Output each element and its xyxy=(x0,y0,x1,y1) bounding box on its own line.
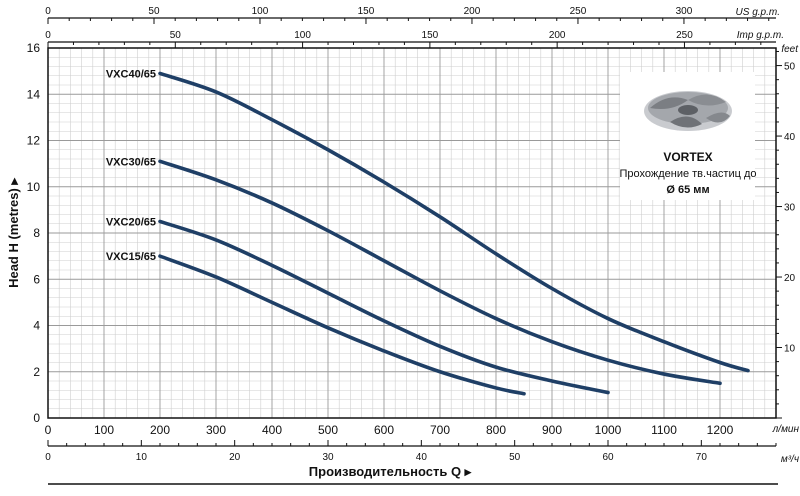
grid xyxy=(47,47,776,419)
us-gpm-tick-label: 150 xyxy=(358,6,375,17)
imp-gpm-tick-label: 150 xyxy=(422,30,439,41)
feet-tick-label: 30 xyxy=(784,203,796,214)
y-tick-label: 4 xyxy=(33,319,40,333)
x-tick-label: 0 xyxy=(45,423,52,437)
series-label-vxc20-65: VXC20/65 xyxy=(106,216,156,228)
us-gpm-tick-label: 50 xyxy=(148,6,160,17)
x-tick-label: 1000 xyxy=(595,423,622,437)
x-tick-label: 900 xyxy=(542,423,562,437)
imp-gpm-tick-label: 200 xyxy=(549,30,566,41)
lmin-unit: л/мин xyxy=(772,424,800,435)
y-tick-label: 14 xyxy=(27,87,41,101)
y-tick-label: 16 xyxy=(27,41,41,55)
x-tick-label: 100 xyxy=(94,423,114,437)
feet-tick-label: 40 xyxy=(784,132,796,143)
imp-gpm-unit: Imp g.p.m. xyxy=(737,30,784,41)
x-tick-label: 400 xyxy=(262,423,282,437)
x-tick-label: 500 xyxy=(318,423,338,437)
m3h-tick-label: 10 xyxy=(136,452,148,463)
m3h-tick-label: 70 xyxy=(696,452,708,463)
x-tick-label: 200 xyxy=(150,423,170,437)
axes xyxy=(47,17,782,447)
y-tick-label: 0 xyxy=(33,411,40,425)
y-tick-label: 6 xyxy=(33,272,40,286)
us-gpm-tick-label: 200 xyxy=(464,6,481,17)
us-gpm-tick-label: 250 xyxy=(570,6,587,17)
series-curves: VXC40/65 VXC30/65 VXC20/65 VXC15/65 xyxy=(106,68,750,396)
inset-line2: Ø 65 мм xyxy=(666,184,709,196)
feet-unit: feet xyxy=(781,44,799,55)
x-tick-label: 600 xyxy=(374,423,394,437)
vortex-inset: VORTEX Прохождение тв.частиц до Ø 65 мм xyxy=(619,72,757,200)
impeller-icon xyxy=(644,91,732,131)
y-tick-label: 8 xyxy=(33,226,40,240)
x-tick-label: 1100 xyxy=(651,423,677,437)
x-tick-label: 800 xyxy=(486,423,506,437)
y-tick-label: 12 xyxy=(27,134,41,148)
x-tick-label: 700 xyxy=(430,423,450,437)
inset-title: VORTEX xyxy=(663,150,712,164)
us-gpm-tick-label: 100 xyxy=(252,6,269,17)
x-axis-title: Производительность Q ▸ xyxy=(309,464,473,479)
m3h-tick-label: 20 xyxy=(229,452,241,463)
x-tick-label: 1200 xyxy=(707,423,734,437)
imp-gpm-tick-label: 50 xyxy=(170,30,182,41)
m3h-unit: м³/ч xyxy=(781,454,799,465)
us-gpm-tick-label: 300 xyxy=(676,6,693,17)
series-label-vxc30-65: VXC30/65 xyxy=(106,156,156,168)
y-tick-label: 2 xyxy=(33,365,40,379)
curve-vxc30-65 xyxy=(158,159,722,386)
m3h-tick-label: 50 xyxy=(509,452,521,463)
us-gpm-tick-label: 0 xyxy=(45,6,51,17)
m3h-tick-label: 30 xyxy=(322,452,334,463)
inset-line1: Прохождение тв.частиц до xyxy=(619,168,756,180)
feet-tick-label: 10 xyxy=(784,344,796,355)
series-label-vxc15-65: VXC15/65 xyxy=(106,251,156,263)
m3h-tick-label: 60 xyxy=(602,452,614,463)
feet-tick-label: 20 xyxy=(784,273,796,284)
y-axis-title: Head H (metres) ▸ xyxy=(6,177,21,288)
x-tick-label: 300 xyxy=(206,423,226,437)
y-tick-label: 10 xyxy=(27,180,41,194)
curve-vxc20-65 xyxy=(158,219,610,395)
imp-gpm-tick-label: 0 xyxy=(45,30,51,41)
imp-gpm-tick-label: 250 xyxy=(676,30,693,41)
curve-vxc40-65 xyxy=(158,71,750,373)
curve-vxc15-65 xyxy=(158,254,526,396)
imp-gpm-tick-label: 100 xyxy=(294,30,311,41)
feet-tick-label: 50 xyxy=(784,62,796,73)
m3h-tick-label: 0 xyxy=(45,452,51,463)
us-gpm-unit: US g.p.m. xyxy=(736,7,780,18)
m3h-tick-label: 40 xyxy=(416,452,428,463)
plot-frame xyxy=(47,47,777,419)
series-label-vxc40-65: VXC40/65 xyxy=(106,68,156,80)
